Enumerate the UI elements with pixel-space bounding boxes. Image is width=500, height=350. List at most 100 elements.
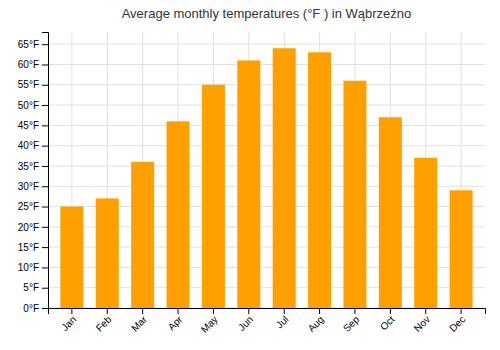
- bar: [131, 162, 154, 308]
- tick-mark: [71, 308, 72, 314]
- tick: Nov: [412, 308, 432, 334]
- tick-mark: [42, 85, 48, 86]
- tick: Aug: [306, 308, 326, 334]
- tick-mark: [178, 308, 179, 314]
- tick-mark: [42, 186, 48, 187]
- tick: 45°F: [18, 120, 48, 131]
- tick-mark: [42, 227, 48, 228]
- tick-label: 25°F: [18, 201, 39, 212]
- tick-mark: [42, 207, 48, 208]
- tick-mark: [390, 308, 391, 314]
- tick-mark: [42, 64, 48, 65]
- tick-mark: [461, 308, 462, 314]
- plot: 0°F 5°F 10°F 15°F 20°F 25°F 30°F 35°F 40°F 45°F 50…: [18, 32, 486, 335]
- tick: 50°F: [18, 100, 48, 111]
- tick: Dec: [447, 308, 467, 334]
- tick-mark: [354, 308, 355, 314]
- tick: Jul: [274, 308, 291, 330]
- grid-line: [48, 105, 485, 106]
- grid-line: [48, 125, 485, 126]
- tick: 30°F: [18, 181, 48, 192]
- axis-line: [42, 33, 49, 309]
- tick-label: 20°F: [18, 222, 39, 233]
- chart: 0°F 5°F 10°F 15°F 20°F 25°F 30°F 35°F 40°F 45°F 50…: [0, 0, 500, 350]
- tick-mark: [42, 125, 48, 126]
- tick-mark: [213, 308, 214, 314]
- tick-mark: [42, 44, 48, 45]
- tick-mark: [42, 247, 48, 248]
- bar: [202, 85, 225, 308]
- tick-label: 5°F: [23, 282, 39, 293]
- tick-label: 0°F: [23, 303, 39, 314]
- tick: Jan: [59, 308, 78, 333]
- tick-mark: [142, 308, 143, 314]
- tick-label: May: [199, 314, 220, 335]
- tick-mark: [42, 288, 48, 289]
- bar: [273, 48, 296, 308]
- tick-label: Feb: [94, 313, 114, 333]
- tick-label: 30°F: [18, 181, 39, 192]
- tick-mark: [42, 166, 48, 167]
- tick-mark: [319, 308, 320, 314]
- tick-mark: [248, 308, 249, 314]
- tick-label: Jul: [274, 314, 291, 331]
- tick-label: 60°F: [18, 59, 39, 70]
- tick: 15°F: [18, 242, 48, 253]
- tick: Oct: [378, 308, 397, 332]
- tick-label: Sep: [341, 313, 362, 334]
- tick: 40°F: [18, 140, 48, 151]
- tick: 25°F: [18, 201, 48, 212]
- tick: Apr: [166, 308, 185, 332]
- tick: 0°F: [23, 303, 48, 314]
- tick-mark: [107, 308, 108, 314]
- tick-label: Dec: [447, 314, 467, 334]
- bar: [450, 190, 473, 308]
- tick: 5°F: [23, 282, 48, 293]
- bar: [343, 81, 366, 308]
- grid-line: [48, 84, 485, 85]
- tick-label: Nov: [412, 314, 432, 334]
- tick-label: Apr: [166, 313, 185, 332]
- tick: 10°F: [18, 262, 48, 273]
- tick-label: 45°F: [18, 120, 39, 131]
- tick: Mar: [129, 308, 149, 334]
- bar: [414, 158, 437, 308]
- tick: 35°F: [18, 161, 48, 172]
- tick-mark: [425, 308, 426, 314]
- tick-label: Aug: [306, 314, 326, 334]
- tick-label: 35°F: [18, 161, 39, 172]
- title: Average monthly temperatures (°F ) in Wą…: [122, 6, 412, 21]
- bars: [60, 48, 472, 308]
- tick-label: Mar: [129, 313, 149, 333]
- tick-label: 55°F: [18, 79, 39, 90]
- tick-mark: [42, 308, 48, 309]
- bar: [96, 198, 119, 308]
- tick: 55°F: [18, 79, 48, 90]
- tick: 20°F: [18, 222, 48, 233]
- bar: [379, 117, 402, 308]
- tick: 60°F: [18, 59, 48, 70]
- tick-label: 40°F: [18, 140, 39, 151]
- tick-label: Jun: [236, 314, 255, 333]
- tick: May: [199, 308, 220, 335]
- tick-label: 15°F: [18, 242, 39, 253]
- grid-line: [48, 145, 485, 146]
- tick-mark: [42, 105, 48, 106]
- tick-mark: [42, 267, 48, 268]
- tick: 65°F: [18, 39, 48, 50]
- tick-mark: [284, 308, 285, 314]
- x-axis: Jan Feb Mar Apr May Jun Jul Aug Sep Oct Nov Dec: [49, 308, 486, 335]
- y-axis: 0°F 5°F 10°F 15°F 20°F 25°F 30°F 35°F 40°F 45°F 50…: [18, 33, 49, 314]
- tick-label: 50°F: [18, 100, 39, 111]
- grid: [48, 32, 485, 308]
- bar: [60, 207, 83, 308]
- tick-label: Jan: [59, 314, 78, 333]
- tick: Jun: [236, 308, 255, 333]
- tick-label: 10°F: [18, 262, 39, 273]
- tick-label: Oct: [378, 314, 397, 333]
- grid-line: [48, 44, 485, 45]
- grid-line: [48, 64, 485, 65]
- tick-label: 65°F: [18, 39, 39, 50]
- tick-mark: [42, 146, 48, 147]
- bar: [167, 121, 190, 308]
